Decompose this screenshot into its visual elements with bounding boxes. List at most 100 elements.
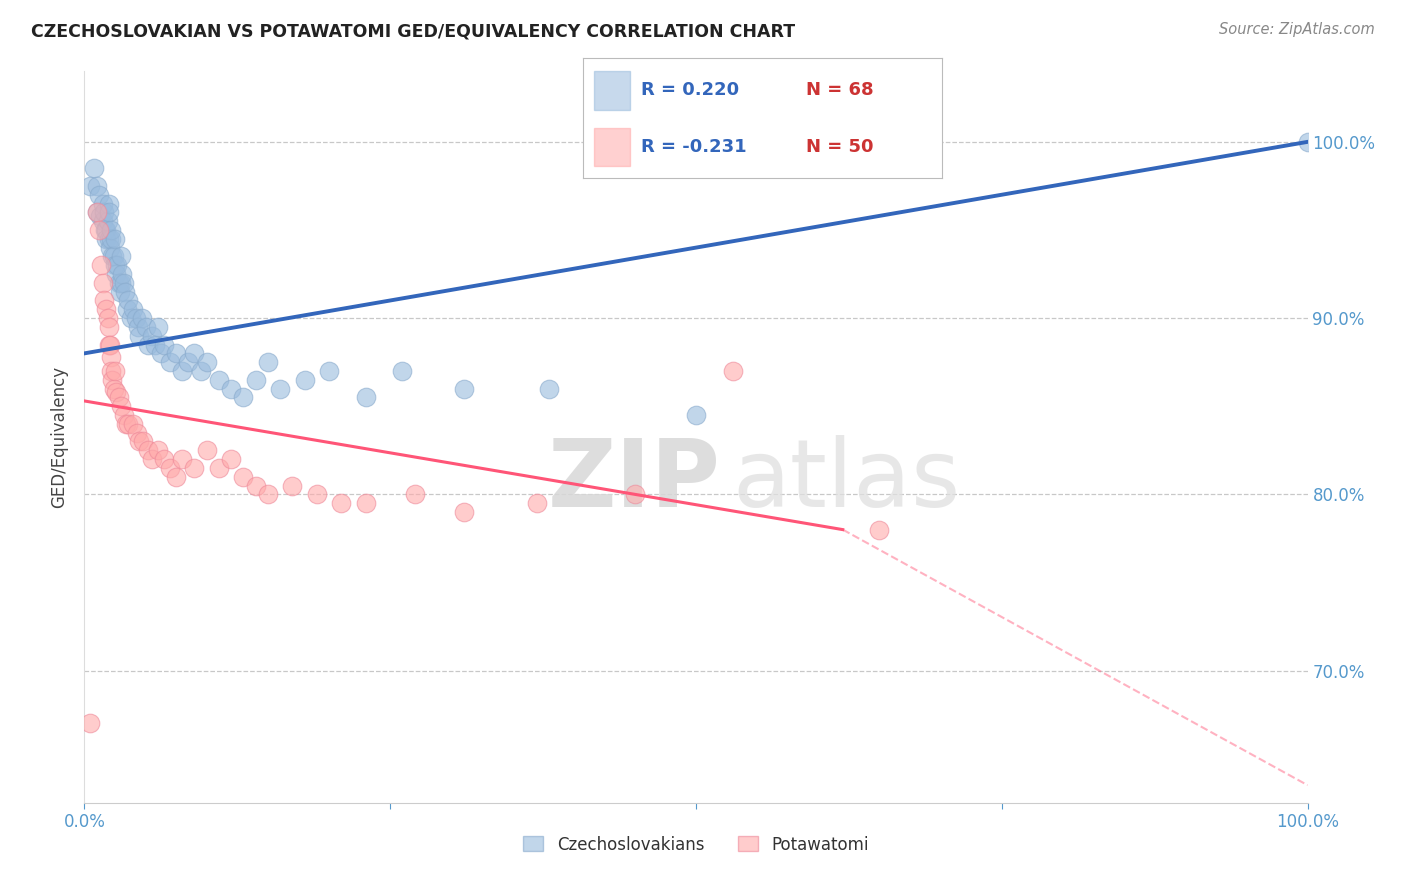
Text: R = -0.231: R = -0.231 bbox=[641, 138, 747, 156]
Czechoslovakians bbox=[120, 311, 142, 326]
Potawatomi bbox=[91, 276, 114, 290]
Czechoslovakians bbox=[114, 285, 136, 299]
Potawatomi bbox=[110, 399, 132, 413]
Czechoslovakians bbox=[245, 373, 267, 387]
Czechoslovakians bbox=[112, 276, 135, 290]
Czechoslovakians bbox=[172, 364, 194, 378]
Potawatomi bbox=[305, 487, 328, 501]
Czechoslovakians bbox=[86, 178, 108, 193]
Czechoslovakians bbox=[1296, 135, 1319, 149]
Czechoslovakians bbox=[177, 355, 200, 369]
Czechoslovakians bbox=[111, 267, 134, 281]
Potawatomi bbox=[721, 364, 744, 378]
Text: CZECHOSLOVAKIAN VS POTAWATOMI GED/EQUIVALENCY CORRELATION CHART: CZECHOSLOVAKIAN VS POTAWATOMI GED/EQUIVA… bbox=[31, 22, 794, 40]
Czechoslovakians bbox=[354, 391, 377, 405]
Potawatomi bbox=[869, 523, 891, 537]
Potawatomi bbox=[87, 223, 110, 237]
Potawatomi bbox=[354, 496, 377, 510]
Czechoslovakians bbox=[131, 311, 153, 326]
Czechoslovakians bbox=[87, 187, 110, 202]
Czechoslovakians bbox=[117, 293, 139, 308]
Potawatomi bbox=[96, 302, 118, 317]
Text: Source: ZipAtlas.com: Source: ZipAtlas.com bbox=[1219, 22, 1375, 37]
Potawatomi bbox=[146, 443, 169, 458]
Czechoslovakians bbox=[104, 232, 127, 246]
Czechoslovakians bbox=[294, 373, 316, 387]
Potawatomi bbox=[101, 373, 124, 387]
Czechoslovakians bbox=[269, 382, 291, 396]
Czechoslovakians bbox=[104, 258, 127, 272]
Czechoslovakians bbox=[318, 364, 340, 378]
Potawatomi bbox=[100, 350, 122, 364]
Potawatomi bbox=[107, 391, 129, 405]
Potawatomi bbox=[526, 496, 548, 510]
Czechoslovakians bbox=[98, 241, 121, 255]
Potawatomi bbox=[132, 434, 155, 449]
Czechoslovakians bbox=[86, 205, 108, 219]
Text: atlas: atlas bbox=[733, 435, 960, 527]
Czechoslovakians bbox=[100, 223, 122, 237]
Potawatomi bbox=[330, 496, 353, 510]
Czechoslovakians bbox=[136, 337, 159, 351]
Czechoslovakians bbox=[91, 214, 114, 228]
Text: N = 50: N = 50 bbox=[806, 138, 873, 156]
Potawatomi bbox=[93, 293, 115, 308]
Czechoslovakians bbox=[150, 346, 173, 360]
Czechoslovakians bbox=[125, 311, 148, 326]
Czechoslovakians bbox=[94, 223, 117, 237]
Text: ZIP: ZIP bbox=[547, 435, 720, 527]
Potawatomi bbox=[128, 434, 150, 449]
Czechoslovakians bbox=[219, 382, 242, 396]
Czechoslovakians bbox=[107, 276, 129, 290]
Potawatomi bbox=[125, 425, 148, 440]
Potawatomi bbox=[105, 385, 128, 400]
Czechoslovakians bbox=[135, 320, 157, 334]
Czechoslovakians bbox=[159, 355, 181, 369]
Potawatomi bbox=[103, 382, 125, 396]
Bar bbox=[595, 71, 630, 110]
Czechoslovakians bbox=[128, 328, 150, 343]
Potawatomi bbox=[183, 461, 205, 475]
Czechoslovakians bbox=[195, 355, 218, 369]
Czechoslovakians bbox=[103, 249, 125, 263]
Czechoslovakians bbox=[146, 320, 169, 334]
Czechoslovakians bbox=[190, 364, 212, 378]
Potawatomi bbox=[453, 505, 475, 519]
Potawatomi bbox=[104, 364, 127, 378]
Potawatomi bbox=[122, 417, 145, 431]
Czechoslovakians bbox=[141, 328, 163, 343]
Czechoslovakians bbox=[122, 302, 145, 317]
Czechoslovakians bbox=[83, 161, 105, 176]
Czechoslovakians bbox=[453, 382, 475, 396]
Czechoslovakians bbox=[96, 223, 118, 237]
Potawatomi bbox=[159, 461, 181, 475]
Czechoslovakians bbox=[391, 364, 413, 378]
Czechoslovakians bbox=[165, 346, 187, 360]
Czechoslovakians bbox=[538, 382, 561, 396]
Potawatomi bbox=[136, 443, 159, 458]
Czechoslovakians bbox=[101, 249, 124, 263]
Czechoslovakians bbox=[105, 258, 128, 272]
Potawatomi bbox=[257, 487, 280, 501]
Czechoslovakians bbox=[183, 346, 205, 360]
Czechoslovakians bbox=[97, 232, 120, 246]
Potawatomi bbox=[245, 478, 267, 492]
Czechoslovakians bbox=[110, 249, 132, 263]
Potawatomi bbox=[86, 205, 108, 219]
Y-axis label: GED/Equivalency: GED/Equivalency bbox=[51, 366, 69, 508]
Potawatomi bbox=[172, 452, 194, 467]
Bar bbox=[595, 128, 630, 166]
Czechoslovakians bbox=[115, 302, 138, 317]
Potawatomi bbox=[624, 487, 647, 501]
Czechoslovakians bbox=[79, 178, 101, 193]
Potawatomi bbox=[117, 417, 139, 431]
Potawatomi bbox=[219, 452, 242, 467]
Potawatomi bbox=[97, 337, 120, 351]
Czechoslovakians bbox=[110, 276, 132, 290]
Czechoslovakians bbox=[143, 337, 166, 351]
Czechoslovakians bbox=[91, 196, 114, 211]
Czechoslovakians bbox=[93, 205, 115, 219]
Czechoslovakians bbox=[105, 267, 128, 281]
Potawatomi bbox=[281, 478, 304, 492]
Czechoslovakians bbox=[97, 196, 120, 211]
